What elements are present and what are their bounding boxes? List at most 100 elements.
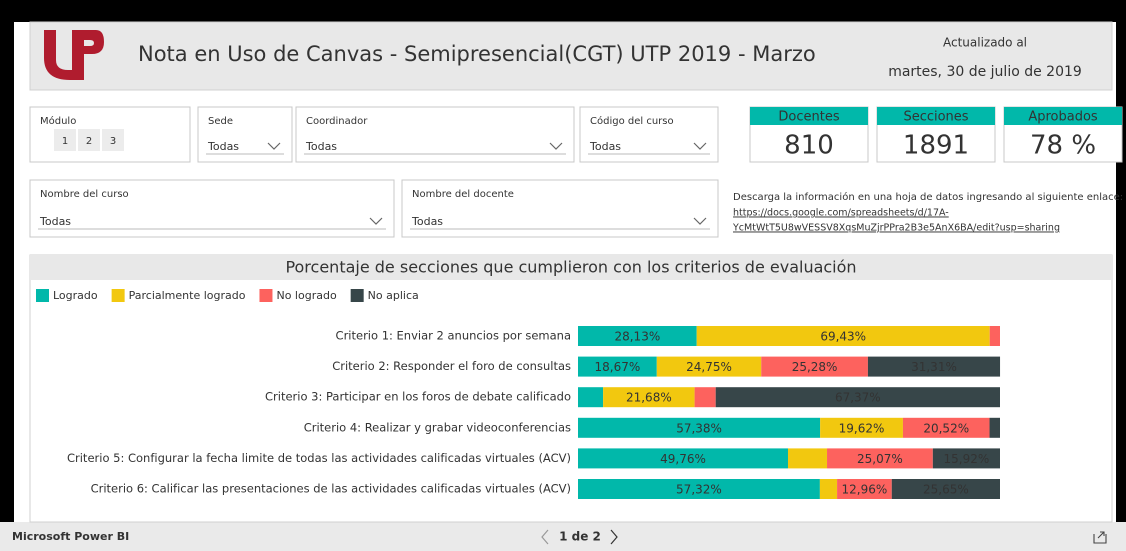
dropdown-chevron[interactable] [369, 217, 383, 225]
share-icon[interactable] [1093, 531, 1107, 544]
dropdown-chevron[interactable] [693, 142, 707, 150]
bar-segment [696, 326, 990, 346]
dropdown-chevron[interactable] [267, 142, 281, 150]
data-label: 12,96% [842, 483, 888, 497]
bar-segment [578, 448, 788, 469]
legend-label: No logrado [276, 289, 336, 302]
download-link[interactable]: YcMtWtT5U8wVESSV8XqsMuZjrPPra2B3e5AnX6BA… [732, 223, 1060, 234]
footer-brand: Microsoft Power BI [12, 530, 129, 543]
filter-box [401, 179, 719, 238]
category-label: Criterio 6: Calificar las presentaciones… [91, 482, 571, 496]
header-band [29, 21, 1113, 91]
prev-page[interactable] [541, 529, 549, 545]
filter-label: Módulo [40, 115, 76, 127]
next-page[interactable] [610, 529, 618, 545]
bar-segment [603, 387, 695, 408]
bar-segment [761, 356, 868, 377]
data-label: 57,38% [676, 421, 722, 435]
card-label: Secciones [903, 110, 968, 125]
bar-segment [578, 326, 697, 346]
download-text: Descarga la información en una hoja de d… [733, 191, 1123, 203]
data-label: 49,76% [660, 452, 706, 466]
data-label: 69,43% [820, 330, 866, 344]
updated-label: Actualizado al [943, 36, 1027, 50]
bar-segment [827, 448, 933, 469]
filter-label: Sede [208, 116, 233, 127]
legend-label: No aplica [368, 289, 419, 302]
legend-swatch [259, 289, 273, 302]
filter-value[interactable]: Todas [589, 140, 621, 153]
card-value: 810 [784, 131, 834, 161]
bar-segment [787, 448, 828, 469]
module-button-label: 2 [86, 136, 92, 147]
card-header [877, 107, 995, 125]
card-header [1004, 107, 1122, 125]
data-label: 25,28% [792, 360, 838, 374]
card-label: Aprobados [1028, 110, 1098, 125]
filter-box [579, 106, 719, 163]
data-label: 57,32% [676, 483, 722, 497]
module-button-label: 1 [62, 136, 68, 147]
logo [44, 30, 104, 80]
data-label: 67,37% [835, 391, 881, 405]
bar-segment [820, 417, 903, 438]
category-label: Criterio 1: Enviar 2 anuncios por semana [336, 329, 571, 343]
category-label: Criterio 4: Realizar y grabar videoconfe… [304, 420, 571, 434]
filter-value[interactable]: Todas [411, 215, 443, 228]
card-value: 1891 [903, 131, 969, 161]
data-label: 15,92% [944, 452, 990, 466]
bar-segment [694, 387, 716, 408]
card-header [750, 107, 868, 125]
filter-label: Código del curso [590, 115, 674, 127]
dropdown-chevron[interactable] [549, 142, 563, 150]
filter-box [295, 106, 575, 163]
module-button[interactable] [102, 129, 124, 151]
data-label: 21,68% [626, 391, 672, 405]
card-value: 78 % [1030, 131, 1096, 161]
bar-segment [578, 356, 657, 377]
chart-title: Porcentaje de secciones que cumplieron c… [285, 258, 856, 277]
bar-segment [715, 387, 1000, 408]
filter-box [29, 179, 395, 238]
filter-label: Coordinador [306, 116, 368, 127]
module-button-label: 3 [110, 136, 116, 147]
report-title: Nota en Uso de Canvas - Semipresencial(C… [138, 42, 816, 66]
legend-swatch [350, 289, 364, 302]
download-link[interactable]: https://docs.google.com/spreadsheets/d/1… [733, 208, 949, 219]
bar-segment [867, 356, 1001, 377]
data-label: 19,62% [839, 421, 885, 435]
data-label: 24,75% [686, 360, 732, 374]
bar-segment [578, 387, 604, 408]
category-label: Criterio 2: Responder el foro de consult… [332, 359, 571, 373]
filter-value[interactable]: Todas [39, 215, 71, 228]
bar-segment [891, 479, 1000, 499]
data-label: 31,31% [911, 360, 957, 374]
updated-date: martes, 30 de julio de 2019 [888, 64, 1082, 80]
card-label: Docentes [778, 110, 839, 125]
bar-segment [656, 356, 762, 377]
filter-value[interactable]: Todas [305, 140, 337, 153]
legend-label: Logrado [53, 289, 98, 302]
legend-label: Parcialmente logrado [129, 289, 246, 302]
filter-label: Nombre del docente [412, 189, 514, 200]
module-button[interactable] [54, 129, 76, 151]
chart-title-band [30, 255, 1112, 280]
filter-box [197, 106, 293, 163]
data-label: 25,07% [857, 452, 903, 466]
legend-swatch [111, 289, 125, 302]
bar-segment [932, 448, 1000, 469]
dropdown-chevron[interactable] [693, 217, 707, 225]
bar-segment [578, 417, 821, 438]
footer-bar [0, 522, 1126, 551]
bar-segment [989, 417, 1000, 438]
module-button[interactable] [78, 129, 100, 151]
bar-segment [902, 417, 990, 438]
page-indicator: 1 de 2 [559, 530, 601, 544]
filter-value[interactable]: Todas [207, 140, 239, 153]
legend-swatch [36, 289, 49, 302]
category-label: Criterio 5: Configurar la fecha limite d… [67, 451, 571, 465]
data-label: 18,67% [595, 360, 641, 374]
data-label: 25,65% [923, 483, 969, 497]
